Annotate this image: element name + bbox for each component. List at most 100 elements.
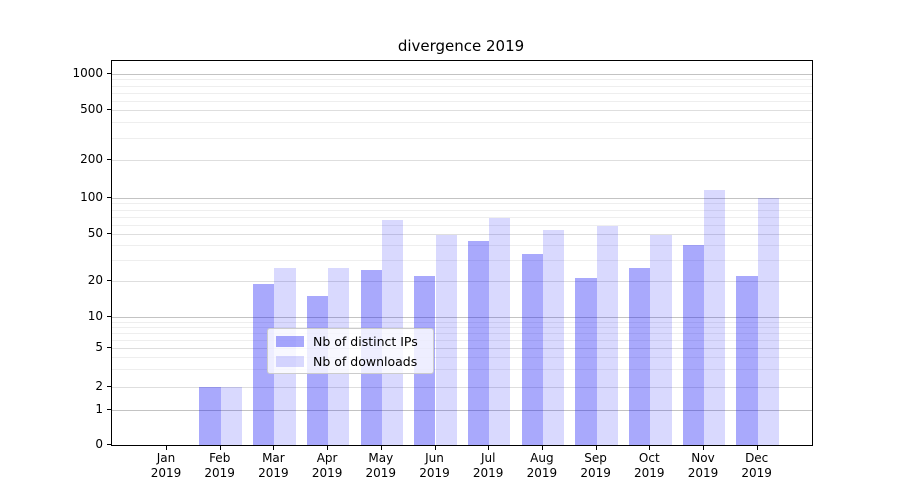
bar-nb-of-downloads-nov-2019 xyxy=(704,190,726,445)
x-tick-month: Jun xyxy=(425,451,444,465)
bar-nb-of-downloads-sep-2019 xyxy=(596,226,618,445)
plot-area xyxy=(111,60,813,446)
x-tick-mark xyxy=(166,446,167,450)
gridline-900 xyxy=(112,79,812,81)
x-tick-mark xyxy=(488,446,490,450)
y-tick-label: 1000 xyxy=(72,66,103,80)
bar-nb-of-distinct-ips-feb-2019 xyxy=(199,386,221,445)
y-tick-label: 10 xyxy=(87,309,103,323)
x-tick-mark xyxy=(541,446,543,450)
x-tick-month: Apr xyxy=(316,451,338,465)
bar-nb-of-distinct-ips-mar-2019 xyxy=(253,283,275,445)
y-tick-label: 0 xyxy=(95,437,103,451)
gridline-10 xyxy=(112,317,812,318)
bar-nb-of-distinct-ips-aug-2019 xyxy=(521,253,543,445)
x-tick-label-sep: Sep 2019 xyxy=(564,451,628,481)
y-tick-label: 200 xyxy=(80,152,103,166)
legend-swatch-downloads xyxy=(276,355,304,367)
bar-nb-of-downloads-dec-2019 xyxy=(757,198,779,445)
x-tick-label-dec: Dec 2019 xyxy=(725,451,789,481)
x-tick-mark xyxy=(756,446,758,450)
legend-label: Nb of distinct IPs xyxy=(313,333,418,349)
y-tick-label: 500 xyxy=(80,102,103,116)
x-tick-label-jun: Jun 2019 xyxy=(403,451,467,481)
x-tick-mark xyxy=(273,446,275,450)
x-tick-label-may: May 2019 xyxy=(349,451,413,481)
legend-swatch-distinct-ips xyxy=(276,335,304,347)
legend-entry-distinct-ips: Nb of distinct IPs xyxy=(276,334,425,349)
gridline-30 xyxy=(112,260,812,262)
x-tick-year: 2019 xyxy=(311,466,343,480)
x-tick-mark xyxy=(595,446,597,450)
x-tick-month: Jul xyxy=(480,451,496,465)
gridline-5 xyxy=(112,348,812,349)
bar-nb-of-distinct-ips-sep-2019 xyxy=(575,278,597,445)
y-tick-mark xyxy=(107,159,111,160)
x-tick-label-apr: Apr 2019 xyxy=(295,451,359,481)
bar-nb-of-downloads-jun-2019 xyxy=(435,235,457,445)
x-tick-year: 2019 xyxy=(526,466,558,480)
x-tick-label-nov: Nov 2019 xyxy=(671,451,735,481)
x-tick-mark xyxy=(380,446,382,450)
x-tick-label-jul: Jul 2019 xyxy=(456,451,520,481)
x-tick-year: 2019 xyxy=(365,466,397,480)
y-tick-label: 2 xyxy=(95,378,103,393)
x-tick-year: 2019 xyxy=(634,466,665,480)
x-tick-mark xyxy=(703,446,704,450)
gridline-2 xyxy=(112,386,812,388)
x-tick-mark xyxy=(219,446,221,450)
x-tick-month: Sep xyxy=(584,451,607,465)
y-tick-label: 100 xyxy=(80,190,103,204)
y-tick-mark xyxy=(107,385,111,387)
x-tick-label-aug: Aug 2019 xyxy=(510,451,574,481)
gridline-7 xyxy=(112,332,812,334)
gridline-700 xyxy=(112,92,812,94)
gridline-20 xyxy=(112,281,812,282)
x-tick-year: 2019 xyxy=(687,466,719,480)
x-tick-month: May xyxy=(368,451,394,465)
gridline-70 xyxy=(112,216,812,218)
legend-label: Nb of downloads xyxy=(313,353,418,369)
gridline-3 xyxy=(112,369,812,371)
x-tick-mark xyxy=(649,446,651,450)
x-tick-year: 2019 xyxy=(204,466,235,480)
x-tick-month: Dec xyxy=(745,451,769,465)
gridline-40 xyxy=(112,245,812,247)
y-tick-label: 5 xyxy=(95,340,103,354)
x-tick-label-jan: Jan 2019 xyxy=(134,451,198,481)
gridline-80 xyxy=(112,209,812,211)
y-tick-label: 50 xyxy=(87,226,103,240)
x-tick-month: Oct xyxy=(638,451,660,465)
gridline-9 xyxy=(112,321,812,323)
y-tick-mark xyxy=(107,316,111,317)
bar-nb-of-distinct-ips-dec-2019 xyxy=(736,276,758,445)
gridline-4 xyxy=(112,357,812,359)
x-tick-month: Feb xyxy=(209,451,231,465)
x-tick-label-oct: Oct 2019 xyxy=(617,451,681,481)
y-tick-label: 1 xyxy=(95,401,103,416)
y-tick-mark xyxy=(107,347,111,348)
x-tick-year: 2019 xyxy=(472,466,504,480)
bar-nb-of-distinct-ips-jul-2019 xyxy=(467,240,490,445)
legend: Nb of distinct IPs Nb of downloads xyxy=(267,328,434,374)
x-tick-year: 2019 xyxy=(419,466,450,480)
gridline-200 xyxy=(112,160,812,161)
x-tick-month: Mar xyxy=(262,451,285,465)
y-tick-mark xyxy=(107,444,111,445)
bar-nb-of-downloads-jul-2019 xyxy=(489,218,511,445)
gridline-50 xyxy=(112,234,812,235)
x-tick-year: 2019 xyxy=(258,466,289,480)
gridline-6 xyxy=(112,339,812,341)
x-tick-mark xyxy=(327,446,329,450)
gridline-100 xyxy=(112,198,812,199)
x-tick-year: 2019 xyxy=(580,466,611,480)
bar-nb-of-downloads-feb-2019 xyxy=(220,386,242,445)
y-tick-mark xyxy=(107,408,111,410)
gridline-800 xyxy=(112,85,812,87)
x-tick-month: Jan xyxy=(156,451,176,465)
y-tick-mark xyxy=(107,109,111,110)
bar-nb-of-distinct-ips-oct-2019 xyxy=(629,267,651,445)
x-tick-year: 2019 xyxy=(741,466,772,480)
x-tick-month: Nov xyxy=(691,451,715,465)
